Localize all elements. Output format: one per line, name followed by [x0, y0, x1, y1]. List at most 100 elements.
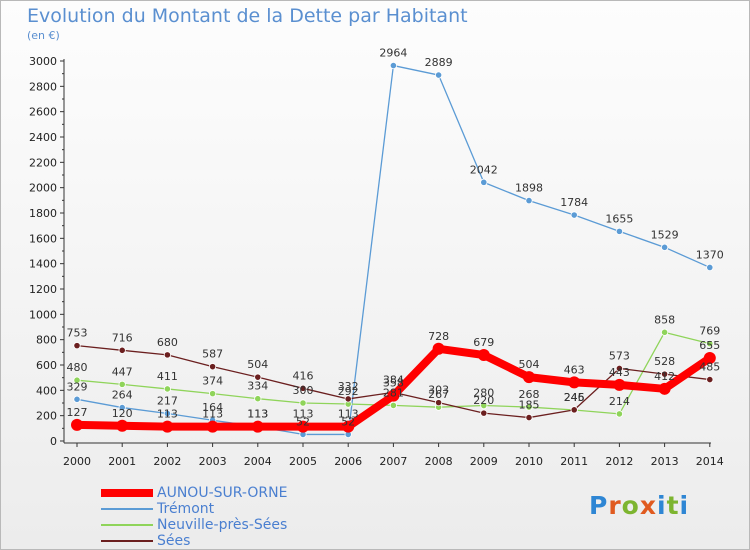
legend-swatch	[101, 489, 153, 497]
data-label: 52	[296, 415, 310, 428]
data-point	[389, 61, 397, 70]
x-tick-label: 2008	[425, 455, 453, 468]
x-tick-label: 2003	[199, 455, 227, 468]
y-tick-label: 800	[36, 334, 57, 347]
logo-letter: x	[639, 491, 657, 520]
data-point	[525, 403, 533, 411]
x-tick-label: 2013	[651, 455, 679, 468]
data-label: 300	[293, 384, 314, 397]
x-tick-label: 2006	[334, 455, 362, 468]
data-label: 220	[473, 394, 494, 407]
data-point	[163, 409, 171, 418]
data-label: 384	[383, 373, 404, 386]
data-point	[525, 413, 533, 422]
series-tr-mont	[73, 61, 714, 439]
y-tick-label: 2600	[29, 106, 57, 119]
data-label: 1655	[605, 212, 633, 225]
data-label: 185	[519, 399, 540, 412]
y-tick-label: 600	[36, 359, 57, 372]
data-label: 528	[654, 355, 675, 368]
data-label: 113	[293, 408, 314, 421]
series-aunou-sur-orne	[71, 342, 716, 433]
logo-letter: i	[657, 491, 667, 520]
logo-letter: o	[621, 491, 640, 520]
x-tick-label: 2010	[515, 455, 543, 468]
x-tick-label: 2011	[560, 455, 588, 468]
logo-letter: r	[608, 491, 622, 520]
data-point	[73, 395, 81, 403]
data-point	[299, 384, 307, 392]
data-label: 716	[112, 331, 133, 344]
data-label: 113	[202, 408, 223, 421]
data-point	[432, 342, 445, 355]
data-point	[615, 410, 624, 418]
data-label: 374	[202, 375, 223, 388]
data-label: 264	[112, 389, 133, 402]
y-tick-label: 1400	[29, 258, 57, 271]
data-point	[613, 378, 626, 391]
data-label: 214	[609, 395, 630, 408]
data-point	[73, 376, 81, 384]
logo-letter: P	[589, 491, 609, 520]
data-label: 485	[699, 361, 720, 374]
data-label: 358	[383, 377, 404, 390]
data-point	[297, 420, 309, 433]
data-label: 463	[564, 363, 585, 376]
data-label: 281	[383, 386, 404, 399]
data-label: 858	[654, 313, 675, 326]
data-point	[161, 420, 174, 433]
x-tick-label: 2007	[379, 455, 407, 468]
data-point	[570, 406, 578, 414]
data-point	[568, 376, 581, 389]
legend-label: Neuville-près-Sées	[157, 517, 288, 533]
data-label: 2964	[379, 47, 407, 60]
data-point	[299, 399, 307, 407]
data-point	[706, 263, 714, 272]
data-point	[660, 243, 669, 251]
data-label: 480	[67, 361, 88, 374]
y-tick-label: 1000	[29, 308, 57, 321]
data-label: 1898	[515, 182, 543, 195]
data-label: 164	[202, 401, 223, 414]
data-point	[254, 395, 262, 403]
y-tick-label: 3000	[29, 55, 57, 68]
data-label: 753	[67, 327, 88, 340]
legend-swatch	[101, 540, 153, 542]
legend-swatch	[101, 508, 153, 510]
data-label: 416	[293, 369, 314, 382]
data-point	[251, 420, 264, 433]
data-point	[570, 211, 578, 219]
data-label: 587	[202, 348, 223, 361]
data-label: 292	[338, 385, 359, 398]
x-tick-label: 2000	[63, 455, 91, 468]
data-point	[71, 418, 83, 431]
data-point	[342, 420, 355, 433]
data-label: 655	[699, 339, 720, 352]
data-label: 303	[428, 384, 449, 397]
data-point	[116, 419, 129, 432]
data-label: 504	[519, 358, 540, 371]
data-label: 2889	[425, 56, 453, 69]
legend-label: AUNOU-SUR-ORNE	[157, 485, 288, 501]
data-point	[658, 382, 671, 395]
y-tick-label: 2800	[29, 80, 57, 93]
data-label: 411	[157, 370, 178, 383]
data-label: 217	[157, 395, 178, 408]
data-point	[525, 196, 533, 205]
data-label: 679	[473, 336, 494, 349]
data-label: 334	[247, 380, 268, 393]
x-tick-label: 2004	[244, 455, 272, 468]
data-point	[389, 401, 397, 410]
data-point	[480, 401, 488, 410]
proxiti-logo: Proxiti	[589, 491, 689, 520]
data-point	[163, 351, 171, 359]
data-point	[615, 227, 624, 235]
data-label: 680	[157, 336, 178, 349]
y-tick-label: 1200	[29, 283, 57, 296]
y-tick-label: 2400	[29, 131, 57, 144]
data-label: 267	[428, 388, 449, 401]
data-point	[344, 395, 352, 403]
x-tick-label: 2001	[108, 455, 136, 468]
data-label: 113	[247, 408, 268, 421]
